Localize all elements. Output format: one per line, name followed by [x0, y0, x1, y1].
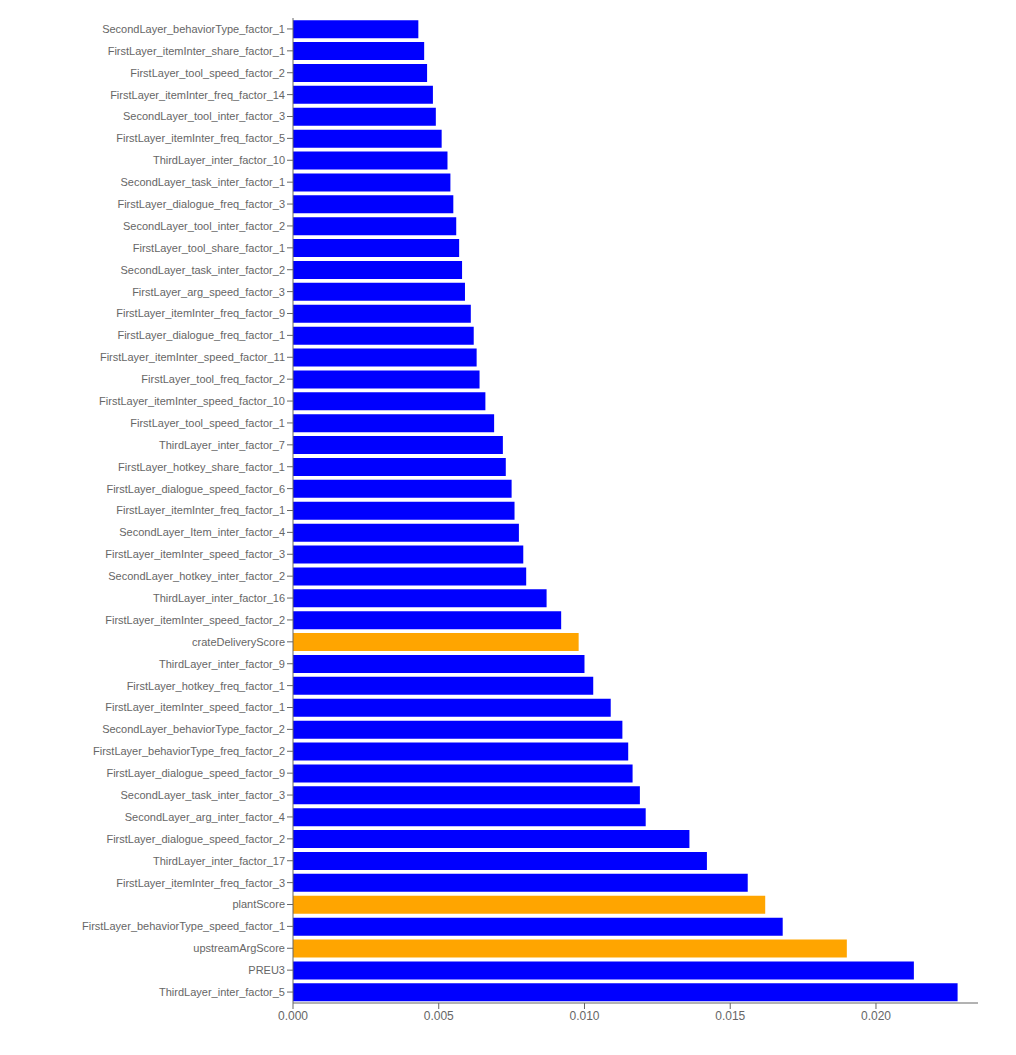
svg-text:FirstLayer_tool_speed_factor_2: FirstLayer_tool_speed_factor_2 [130, 67, 285, 79]
svg-text:SecondLayer_task_inter_factor_: SecondLayer_task_inter_factor_2 [121, 264, 286, 276]
svg-text:0.015: 0.015 [715, 1009, 745, 1023]
svg-text:ThirdLayer_inter_factor_16: ThirdLayer_inter_factor_16 [153, 592, 285, 604]
svg-text:FirstLayer_arg_speed_factor_3: FirstLayer_arg_speed_factor_3 [132, 286, 285, 298]
svg-text:SecondLayer_tool_inter_factor_: SecondLayer_tool_inter_factor_2 [123, 220, 285, 232]
svg-text:FirstLayer_dialogue_freq_facto: FirstLayer_dialogue_freq_factor_3 [117, 198, 285, 210]
svg-text:SecondLayer_tool_inter_factor_: SecondLayer_tool_inter_factor_3 [123, 110, 285, 122]
svg-text:ThirdLayer_inter_factor_9: ThirdLayer_inter_factor_9 [159, 658, 285, 670]
svg-text:ThirdLayer_inter_factor_17: ThirdLayer_inter_factor_17 [153, 855, 285, 867]
svg-text:FirstLayer_dialogue_speed_fact: FirstLayer_dialogue_speed_factor_2 [106, 833, 285, 845]
svg-text:FirstLayer_itemInter_speed_fac: FirstLayer_itemInter_speed_factor_11 [100, 351, 285, 363]
svg-text:SecondLayer_Item_inter_factor_: SecondLayer_Item_inter_factor_4 [119, 526, 285, 538]
svg-text:FirstLayer_dialogue_freq_facto: FirstLayer_dialogue_freq_factor_1 [117, 329, 285, 341]
svg-text:FirstLayer_itemInter_speed_fac: FirstLayer_itemInter_speed_factor_1 [105, 701, 285, 713]
svg-text:ThirdLayer_inter_factor_7: ThirdLayer_inter_factor_7 [159, 439, 285, 451]
svg-text:FirstLayer_dialogue_speed_fact: FirstLayer_dialogue_speed_factor_6 [106, 483, 285, 495]
svg-text:FirstLayer_hotkey_freq_factor_: FirstLayer_hotkey_freq_factor_1 [127, 680, 285, 692]
svg-text:ThirdLayer_inter_factor_10: ThirdLayer_inter_factor_10 [153, 154, 285, 166]
svg-text:FirstLayer_itemInter_freq_fact: FirstLayer_itemInter_freq_factor_5 [116, 132, 285, 144]
svg-text:FirstLayer_tool_speed_factor_1: FirstLayer_tool_speed_factor_1 [130, 417, 285, 429]
svg-text:FirstLayer_tool_freq_factor_2: FirstLayer_tool_freq_factor_2 [141, 373, 285, 385]
svg-text:plantScore: plantScore [232, 898, 285, 910]
svg-text:FirstLayer_itemInter_speed_fac: FirstLayer_itemInter_speed_factor_10 [99, 395, 285, 407]
svg-text:FirstLayer_behaviorType_speed_: FirstLayer_behaviorType_speed_factor_1 [82, 920, 285, 932]
svg-text:upstreamArgScore: upstreamArgScore [193, 942, 285, 954]
svg-text:0.000: 0.000 [278, 1009, 308, 1023]
svg-text:0.010: 0.010 [569, 1009, 599, 1023]
svg-text:ThirdLayer_inter_factor_5: ThirdLayer_inter_factor_5 [159, 986, 285, 998]
svg-text:FirstLayer_hotkey_share_factor: FirstLayer_hotkey_share_factor_1 [118, 461, 285, 473]
svg-text:FirstLayer_dialogue_speed_fact: FirstLayer_dialogue_speed_factor_9 [106, 767, 285, 779]
svg-text:FirstLayer_itemInter_freq_fact: FirstLayer_itemInter_freq_factor_3 [116, 877, 285, 889]
svg-text:FirstLayer_itemInter_share_fac: FirstLayer_itemInter_share_factor_1 [108, 45, 285, 57]
svg-text:SecondLayer_behaviorType_facto: SecondLayer_behaviorType_factor_1 [102, 23, 285, 35]
svg-text:FirstLayer_itemInter_freq_fact: FirstLayer_itemInter_freq_factor_9 [116, 307, 285, 319]
svg-text:SecondLayer_task_inter_factor_: SecondLayer_task_inter_factor_1 [121, 176, 286, 188]
svg-text:FirstLayer_itemInter_speed_fac: FirstLayer_itemInter_speed_factor_3 [105, 548, 285, 560]
svg-text:FirstLayer_tool_share_factor_1: FirstLayer_tool_share_factor_1 [133, 242, 285, 254]
svg-text:FirstLayer_itemInter_speed_fac: FirstLayer_itemInter_speed_factor_2 [105, 614, 285, 626]
svg-text:FirstLayer_itemInter_freq_fact: FirstLayer_itemInter_freq_factor_14 [110, 89, 285, 101]
svg-text:SecondLayer_behaviorType_facto: SecondLayer_behaviorType_factor_2 [102, 723, 285, 735]
svg-text:SecondLayer_arg_inter_factor_4: SecondLayer_arg_inter_factor_4 [125, 811, 285, 823]
svg-text:SecondLayer_hotkey_inter_facto: SecondLayer_hotkey_inter_factor_2 [108, 570, 285, 582]
svg-text:PREU3: PREU3 [248, 964, 285, 976]
svg-text:crateDeliveryScore: crateDeliveryScore [192, 636, 285, 648]
svg-text:FirstLayer_behaviorType_freq_f: FirstLayer_behaviorType_freq_factor_2 [93, 745, 285, 757]
svg-text:0.020: 0.020 [861, 1009, 891, 1023]
svg-text:0.005: 0.005 [424, 1009, 454, 1023]
svg-text:SecondLayer_task_inter_factor_: SecondLayer_task_inter_factor_3 [121, 789, 286, 801]
svg-text:FirstLayer_itemInter_freq_fact: FirstLayer_itemInter_freq_factor_1 [116, 504, 285, 516]
